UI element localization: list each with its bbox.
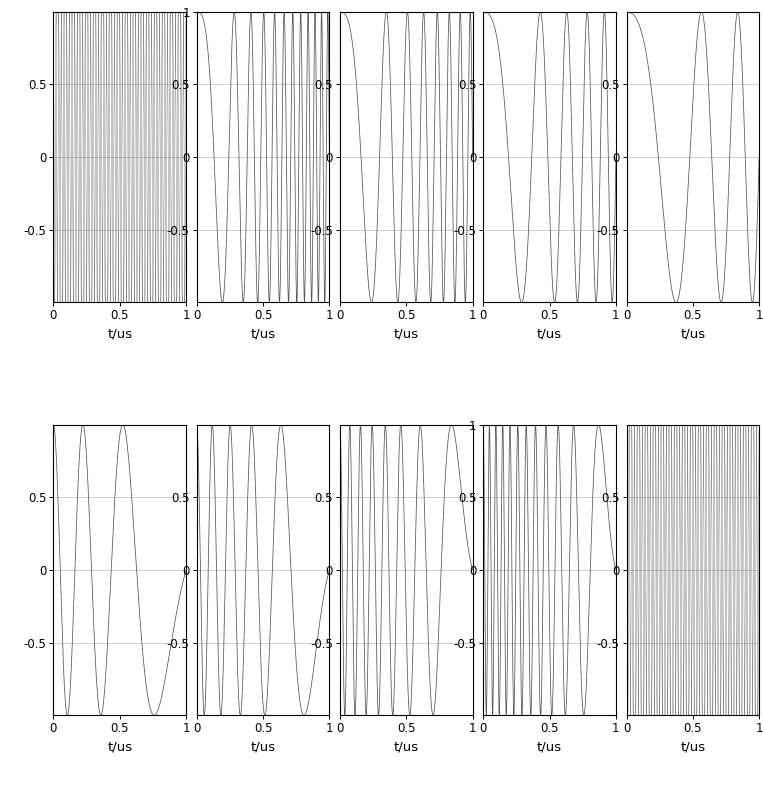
- X-axis label: t/us: t/us: [537, 740, 562, 754]
- X-axis label: t/us: t/us: [107, 328, 132, 341]
- X-axis label: t/us: t/us: [537, 328, 562, 341]
- X-axis label: t/us: t/us: [250, 740, 275, 754]
- X-axis label: t/us: t/us: [107, 740, 132, 754]
- X-axis label: t/us: t/us: [250, 328, 275, 341]
- X-axis label: t/us: t/us: [394, 328, 419, 341]
- X-axis label: t/us: t/us: [394, 740, 419, 754]
- X-axis label: t/us: t/us: [681, 328, 706, 341]
- X-axis label: t/us: t/us: [681, 740, 706, 754]
